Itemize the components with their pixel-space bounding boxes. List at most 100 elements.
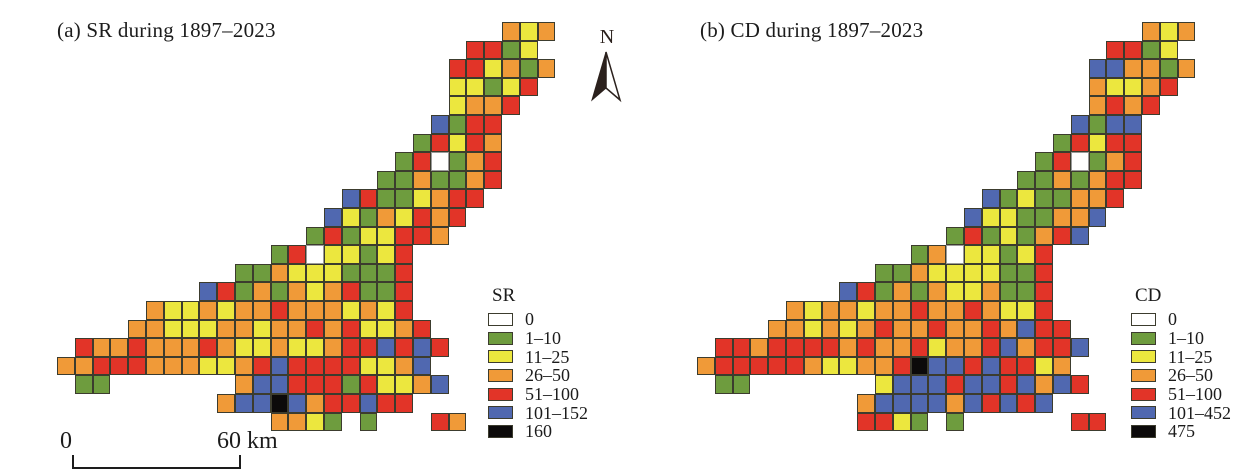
legend-entry: 0: [488, 310, 618, 329]
grid-cell: [466, 115, 485, 134]
grid-cell: [892, 263, 911, 283]
grid-cell: [1124, 40, 1142, 60]
scale-zero-label: 0: [60, 428, 72, 454]
grid-cell: [252, 263, 271, 283]
legend-b-entries: 0 1–10 11–25 26–50 51–100 101–452 475: [1131, 310, 1256, 441]
grid-cell: [413, 226, 431, 246]
grid-cell: [413, 208, 431, 227]
legend-swatch: [1131, 350, 1156, 364]
legend-swatch: [488, 350, 513, 364]
grid-cell: [928, 394, 947, 413]
grid-cell: [1088, 170, 1107, 190]
grid-cell: [252, 394, 271, 413]
grid-cell: [110, 338, 129, 357]
grid-cell: [1106, 96, 1125, 115]
grid-cell: [964, 319, 982, 339]
grid-cell: [270, 375, 289, 394]
grid-cell: [519, 22, 538, 41]
grid-cell: [235, 263, 253, 283]
grid-cell: [981, 189, 1000, 208]
grid-cell: [1142, 96, 1160, 115]
grid-cell: [768, 356, 786, 376]
legend-label: 160: [525, 421, 552, 442]
grid-cell: [181, 356, 200, 376]
grid-cell: [359, 319, 378, 339]
grid-cell: [217, 356, 235, 376]
grid-cell: [768, 338, 786, 357]
grid-cell: [377, 356, 396, 376]
grid-cell: [235, 301, 253, 320]
grid-cell: [235, 282, 253, 301]
grid-cell: [341, 226, 360, 246]
grid-cell: [910, 412, 929, 432]
grid-cell: [395, 245, 413, 264]
legend-label: 26–50: [1168, 365, 1213, 386]
grid-cell: [359, 226, 378, 246]
grid-cell: [981, 245, 1000, 264]
grid-cell: [57, 356, 75, 376]
legend-swatch: [488, 331, 513, 345]
grid-cell: [1017, 245, 1036, 264]
grid-cell: [395, 338, 413, 357]
legend-label: 1–10: [1168, 328, 1204, 349]
legend-swatch: [1131, 331, 1156, 345]
grid-cell: [1106, 77, 1125, 97]
grid-cell: [288, 375, 307, 394]
grid-cell: [999, 226, 1018, 246]
grid-cell: [1017, 189, 1036, 208]
grid-cell: [341, 319, 360, 339]
grid-cell: [235, 394, 253, 413]
grid-cell: [288, 356, 307, 376]
grid-cell: [288, 412, 307, 432]
grid-cell: [1070, 375, 1089, 394]
grid-cell: [1017, 356, 1036, 376]
grid-cell: [199, 338, 218, 357]
legend-entry: 1–10: [1131, 329, 1256, 348]
grid-cell: [1088, 115, 1107, 134]
grid-cell: [270, 356, 289, 376]
grid-cell: [74, 356, 93, 376]
grid-cell: [395, 263, 413, 283]
grid-cell: [448, 133, 467, 153]
grid-cell: [1124, 170, 1142, 190]
grid-cell: [163, 356, 182, 376]
legend-entry: 11–25: [1131, 347, 1256, 366]
grid-cell: [519, 40, 538, 60]
grid-cell: [1053, 189, 1071, 208]
grid-cell: [1035, 245, 1053, 264]
grid-cell: [1159, 77, 1178, 97]
grid-cell: [359, 282, 378, 301]
grid-cell: [910, 394, 929, 413]
grid-cell: [359, 412, 378, 432]
grid-cell: [786, 356, 804, 376]
grid-cell: [981, 208, 1000, 227]
grid-cell: [946, 356, 964, 376]
grid-cell: [430, 412, 449, 432]
grid-cell: [537, 22, 556, 41]
grid-cell: [999, 394, 1018, 413]
grid-cell: [324, 412, 342, 432]
north-arrow-icon: [591, 51, 622, 103]
grid-cell: [1124, 96, 1142, 115]
grid-cell: [484, 40, 502, 60]
grid-cell: [1070, 152, 1089, 171]
grid-cell: [1053, 375, 1071, 394]
grid-cell: [377, 189, 396, 208]
grid-cell: [1142, 22, 1160, 41]
grid-cell: [1088, 77, 1107, 97]
grid-cell: [1124, 152, 1142, 171]
grid-cell: [1035, 152, 1053, 171]
grid-cell: [430, 133, 449, 153]
grid-cell: [1070, 338, 1089, 357]
grid-cell: [502, 96, 520, 115]
grid-cell: [306, 338, 324, 357]
grid-cell: [466, 59, 485, 78]
grid-cell: [910, 375, 929, 394]
grid-cell: [821, 356, 840, 376]
grid-cell: [964, 338, 982, 357]
grid-cell: [1070, 412, 1089, 432]
grid-cell: [875, 394, 893, 413]
grid-cell: [946, 226, 964, 246]
grid-cell: [306, 245, 324, 264]
legend-swatch: [1131, 406, 1156, 420]
